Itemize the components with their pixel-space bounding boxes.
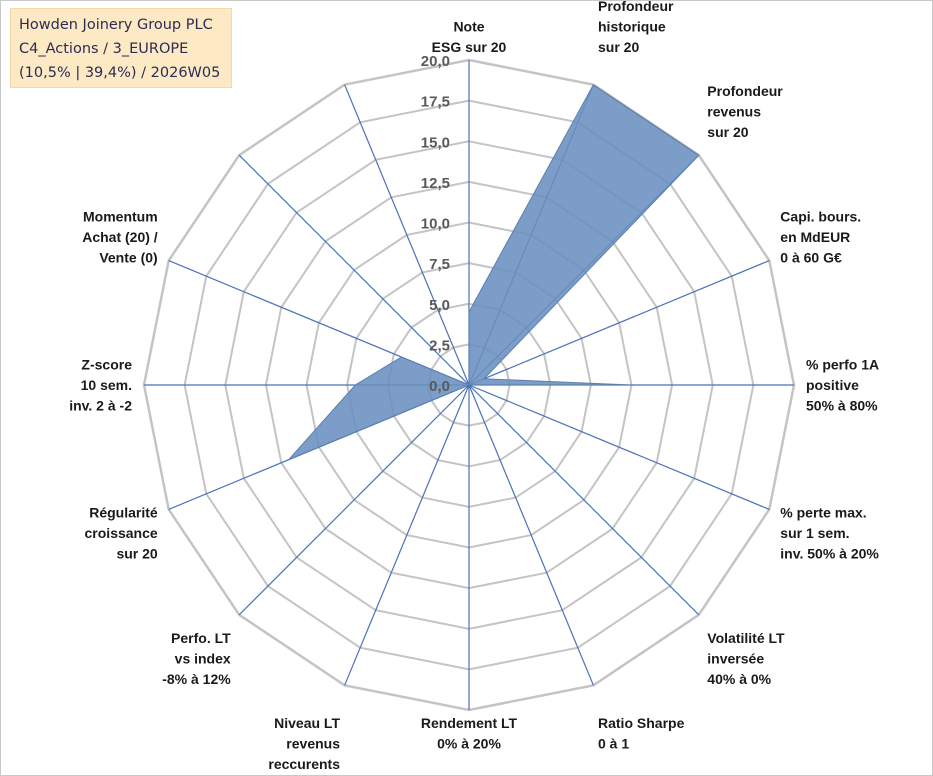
axis-spoke (468, 384, 770, 510)
tick-label: 10,0 (421, 216, 450, 233)
axis-label-line: Profondeur (707, 83, 783, 99)
axis-label-line: inv. 50% à 20% (780, 546, 879, 562)
axis-spoke (344, 384, 470, 686)
axis-label-8: Rendement LT 0% à 20% (421, 715, 518, 752)
axis-label-line: revenus (286, 736, 340, 752)
axis-label-line: sur 20 (707, 124, 748, 140)
axis-label-line: croissance (85, 525, 158, 541)
axis-label-line: 40% à 0% (707, 671, 771, 687)
axis-label-2: Profondeur revenus sur 20 (707, 83, 783, 140)
axis-label-line: vs index (175, 651, 231, 667)
axis-label-10: Perfo. LT vs index -8% à 12% (162, 630, 231, 687)
axis-label-11: Régularité croissance sur 20 (85, 505, 158, 562)
axis-label-line: 0 à 1 (598, 736, 629, 752)
axis-label-line: inv. 2 à -2 (69, 398, 132, 414)
axis-label-line: Perfo. LT (171, 630, 231, 646)
tick-label: 0,0 (429, 378, 450, 395)
axis-label-line: en MdEUR (780, 229, 850, 245)
axis-label-line: Rendement LT (421, 715, 518, 731)
axis-label-line: Régularité (89, 505, 158, 521)
tick-label: 2,5 (429, 337, 450, 354)
axis-spoke (468, 260, 770, 386)
axis-label-line: inversée (707, 651, 764, 667)
axis-label-line: % perfo 1A (806, 357, 879, 373)
axis-label-13: Momentum Achat (20) / Vente (0) (82, 208, 158, 265)
axis-label-line: 0 à 60 G€ (780, 249, 842, 265)
axis-label-line: ESG sur 20 (432, 39, 507, 55)
axis-label-line: Z-score (81, 357, 132, 373)
axis-label-6: Volatilité LT inversée 40% à 0% (707, 630, 785, 687)
axis-spoke (468, 384, 594, 686)
axis-label-line: Vente (0) (99, 249, 157, 265)
axis-label-1: Profondeur historique sur 20 (598, 0, 674, 55)
info-company-name: Howden Joinery Group PLC (19, 17, 213, 33)
axis-spoke (238, 154, 470, 386)
axis-label-line: sur 20 (598, 39, 639, 55)
axis-label-line: % perte max. (780, 505, 866, 521)
tick-label: 17,5 (421, 94, 450, 111)
axis-label-12: Z-score 10 sem. inv. 2 à -2 (69, 357, 132, 414)
axis-label-line: Niveau LT (274, 715, 340, 731)
axis-label-line: Momentum (83, 208, 158, 224)
axis-label-line: Ratio Sharpe (598, 715, 685, 731)
tick-label: 12,5 (421, 175, 450, 192)
axis-label-line: revenus (707, 103, 761, 119)
axis-label-5: % perte max. sur 1 sem. inv. 50% à 20% (780, 505, 879, 562)
axis-label-line: Profondeur (598, 0, 674, 14)
axis-label-3: Capi. bours. en MdEUR 0 à 60 G€ (780, 208, 861, 265)
axis-label-line: positive (806, 377, 859, 393)
axis-label-line: 0% à 20% (437, 736, 501, 752)
axis-label-line: 50% à 80% (806, 398, 878, 414)
tick-label: 20,0 (421, 53, 450, 70)
tick-label: 7,5 (429, 256, 450, 273)
axis-label-line: Capi. bours. (780, 208, 861, 224)
axis-spoke (238, 384, 470, 616)
axis-label-line: Achat (20) / (82, 229, 158, 245)
axis-label-0: Note ESG sur 20 (432, 19, 507, 56)
axis-spoke (344, 84, 470, 386)
series-area (288, 83, 700, 461)
axis-label-line: Note (453, 19, 484, 35)
axis-label-4: % perfo 1A positive 50% à 80% (806, 357, 879, 414)
axis-label-line: Volatilité LT (707, 630, 785, 646)
axis-spoke (468, 384, 700, 616)
tick-label: 15,0 (421, 134, 450, 151)
info-box: Howden Joinery Group PLC C4_Actions / 3_… (10, 8, 232, 88)
axis-label-line: 10 sem. (81, 377, 132, 393)
axis-label-line: sur 1 sem. (780, 525, 849, 541)
axis-label-9: Niveau LTrevenusreccurents0% à 6% (268, 715, 340, 776)
axis-label-line: reccurents (268, 756, 340, 772)
info-category: C4_Actions / 3_EUROPE (19, 41, 189, 57)
axis-label-line: -8% à 12% (162, 671, 231, 687)
axis-label-line: sur 20 (116, 546, 157, 562)
axis-label-7: Ratio Sharpe 0 à 1 (598, 715, 685, 752)
tick-label: 5,0 (429, 297, 450, 314)
axis-label-line: historique (598, 19, 666, 35)
info-stats: (10,5% | 39,4%) / 2026W05 (19, 65, 221, 81)
